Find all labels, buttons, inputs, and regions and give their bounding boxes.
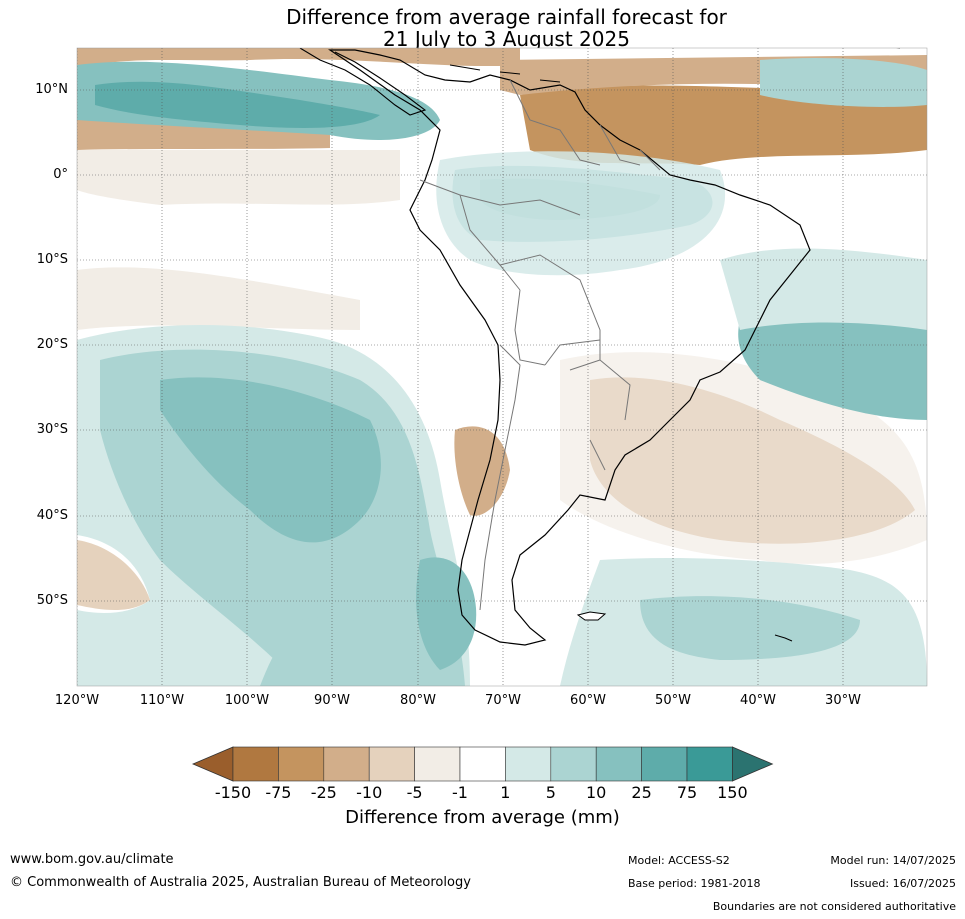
map-title-line-1: Difference from average rainfall forecas… [286, 5, 727, 29]
wet-region-south-pacific-south [260, 617, 430, 686]
dry-region-tropical-atlantic [520, 85, 927, 165]
lat-label-40s: 40°S [36, 508, 68, 523]
colorbar-tick-label: 25 [631, 783, 652, 802]
colorbar-tick-label: -150 [214, 783, 252, 802]
colorbar-label: Difference from average (mm) [345, 807, 620, 828]
colorbar-tick-label: -75 [265, 783, 292, 802]
wet-region-brazil-coast-margin [720, 248, 927, 330]
lon-label-70w: 70°W [485, 693, 521, 708]
footer-disclaimer: Boundaries are not considered authoritat… [712, 900, 956, 913]
colorbar-cell [323, 746, 370, 782]
country-borders [419, 79, 661, 611]
colorbar-cell [550, 746, 597, 782]
rainfall-anomaly-map [76, 47, 928, 687]
colorbar [191, 746, 774, 782]
lat-label-10s: 10°S [36, 252, 68, 267]
lon-label-100w: 100°W [224, 693, 270, 708]
map-field [77, 48, 927, 686]
map-gridlines [77, 48, 927, 686]
colorbar-cell [505, 746, 552, 782]
lat-label-30s: 30°S [36, 422, 68, 437]
wet-region-brazil-coast [738, 308, 927, 420]
colorbar-cell [686, 746, 733, 782]
colorbar-tick-label: -25 [310, 783, 337, 802]
colorbar-tick-label: 10 [586, 783, 607, 802]
colorbar-tick-label: 75 [676, 783, 698, 802]
south-georgia-island [774, 634, 793, 642]
lon-label-120w: 120°W [54, 693, 100, 708]
wet-region-patagonia [416, 557, 477, 670]
colorbar-tick-label: -5 [406, 783, 423, 802]
footer-issued: Issued: 16/07/2025 [849, 877, 956, 890]
colorbar-cell [595, 746, 642, 782]
lon-label-50w: 50°W [655, 693, 691, 708]
footer-base-period: Base period: 1981-2018 [628, 877, 761, 890]
colorbar-arrow-high [732, 746, 774, 782]
footer-url: www.bom.gov.au/climate [10, 852, 174, 867]
lat-label-50s: 50°S [36, 593, 68, 608]
lon-label-110w: 110°W [139, 693, 185, 708]
lat-label-20s: 20°S [36, 337, 68, 352]
lon-label-80w: 80°W [400, 693, 436, 708]
colorbar-tick-label: -1 [452, 783, 468, 802]
lon-label-30w: 30°W [825, 693, 861, 708]
colorbar-tick-label: -10 [356, 783, 383, 802]
dry-region-southeast-pacific [77, 540, 150, 610]
wet-region-southeast-pacific-core [160, 377, 381, 543]
footer-copyright: © Commonwealth of Australia 2025, Austra… [10, 875, 471, 890]
map-title-line-2: 21 July to 3 August 2025 [383, 27, 630, 51]
lat-label-0: 0° [53, 167, 68, 182]
colorbar-cell [459, 746, 506, 782]
wet-region-tropical-atlantic [760, 58, 927, 107]
colorbar-cell [368, 746, 415, 782]
colorbar-tick-label: 5 [545, 783, 556, 802]
falkland-islands [576, 611, 607, 621]
colorbar-cell [232, 746, 279, 782]
lat-label-10n: 10°N [35, 82, 68, 97]
lon-label-40w: 40°W [740, 693, 776, 708]
wet-region-south-atlantic-inner [640, 596, 860, 660]
near-normal-dry-equatorial-pacific [77, 150, 400, 205]
caribbean-islands [449, 48, 900, 83]
colorbar-tick-label: 1 [500, 783, 511, 802]
colorbar-cell [641, 746, 688, 782]
south-america-coastline [328, 49, 811, 646]
dry-region-pacific-north [77, 48, 520, 70]
footer-model: Model: ACCESS-S2 [628, 854, 730, 867]
wet-region-east-pacific-core [95, 81, 380, 128]
wet-region-amazon-margin [436, 151, 726, 276]
central-america-coastline [299, 48, 427, 116]
lon-label-90w: 90°W [314, 693, 350, 708]
near-normal-dry-south-pacific [77, 267, 360, 330]
colorbar-arrow-low [191, 746, 234, 782]
colorbar-cell [278, 746, 325, 782]
footer-model-run: Model run: 14/07/2025 [830, 854, 956, 867]
lon-label-60w: 60°W [570, 693, 606, 708]
colorbar-cell [414, 746, 461, 782]
colorbar-tick-label: 150 [717, 783, 748, 802]
